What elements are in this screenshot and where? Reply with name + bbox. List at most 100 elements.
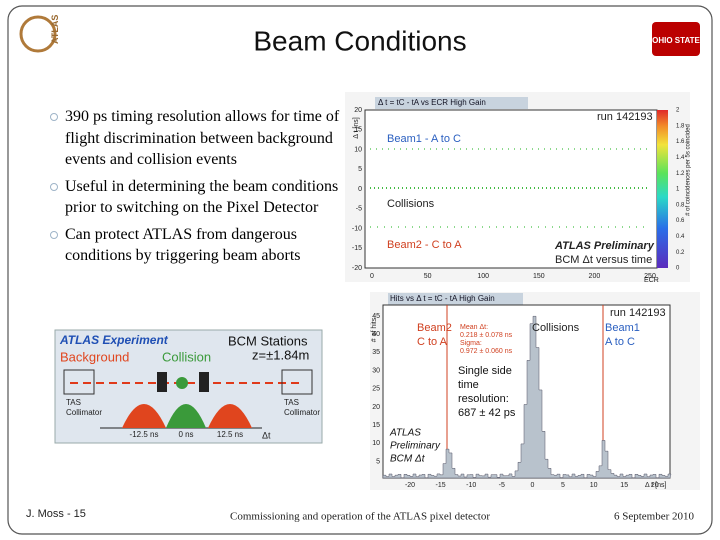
y-tick-label: 45 — [372, 313, 380, 320]
plot-label: Collisions — [387, 198, 435, 210]
y-tick-label: 35 — [372, 349, 380, 356]
y-tick-label: 15 — [354, 127, 362, 134]
diagram-label: Collision — [162, 349, 211, 364]
plot-label: Collisions — [532, 322, 580, 334]
diagram-label: Background — [60, 349, 129, 364]
bullet: Useful in determining the beam condition… — [48, 176, 340, 219]
y-tick-label: 0 — [358, 186, 362, 193]
slide-border — [7, 5, 713, 535]
x-tick-label: 15 — [620, 482, 628, 489]
x-tick-label: 5 — [561, 482, 565, 489]
z-tick-label: 1.6 — [676, 139, 685, 145]
z-tick-label: 1.2 — [676, 171, 685, 177]
axis-label: Δ t [ns] — [645, 482, 666, 489]
peak-left — [122, 404, 166, 428]
plot-label: Beam1 — [605, 322, 640, 334]
y-tick-label: 25 — [372, 386, 380, 393]
bottom-plot-title-bar — [388, 293, 523, 305]
y-tick-label: 10 — [354, 146, 362, 153]
plot-title: Δ t = tC - tA vs ECR High Gain — [378, 98, 486, 107]
x-tick-label: 0 — [530, 482, 534, 489]
plot-stat: Sigma: — [460, 340, 482, 347]
bullet-list: 390 ps timing resolution allows for time… — [48, 106, 340, 272]
plot-label: 687 ± 42 ps — [458, 407, 516, 419]
axis-label: ECR — [644, 277, 659, 284]
plot-label: BCM Δt — [390, 454, 426, 465]
footer-left: J. Moss - 15 — [26, 508, 86, 520]
plot-label: time — [458, 379, 479, 391]
osu-logo — [652, 22, 700, 56]
y-tick-label: 5 — [358, 166, 362, 173]
z-tick-label: 0.2 — [676, 250, 685, 256]
z-tick-label: 0.4 — [676, 234, 685, 240]
x-tick-label: 250 — [644, 273, 656, 280]
x-tick-label: -15 — [436, 482, 446, 489]
z-tick-label: 2 — [676, 108, 680, 114]
collision-point — [176, 377, 188, 389]
collimator-right — [281, 369, 313, 395]
x-tick-label: 20 — [651, 482, 659, 489]
footer-right: 6 September 2010 — [614, 511, 695, 523]
bullet: Can protect ATLAS from dangerous conditi… — [48, 224, 340, 267]
y-tick-label: -5 — [356, 206, 362, 213]
y-tick-label: 5 — [376, 458, 380, 465]
y-tick-label: 40 — [372, 331, 380, 338]
plot-label: Beam1 - A to C — [387, 133, 461, 145]
x-tick-label: 200 — [589, 273, 601, 280]
y-tick-label: -20 — [352, 265, 362, 272]
plot-stat: 0.972 ± 0.060 ns — [460, 348, 513, 355]
plot-label: Beam2 — [417, 322, 452, 334]
diagram-label: TAS — [66, 398, 81, 407]
y-tick-label: 20 — [372, 404, 380, 411]
z-tick-label: 0.8 — [676, 202, 685, 208]
peak-center — [166, 404, 206, 428]
diagram-label: TAS — [284, 398, 299, 407]
y-tick-label: -15 — [352, 245, 362, 252]
z-tick-label: 1.8 — [676, 123, 685, 129]
z-tick-label: 0.6 — [676, 218, 685, 224]
plot-run: run 142193 — [610, 307, 666, 319]
bullet: 390 ps timing resolution allows for time… — [48, 106, 340, 171]
plot-label: Single side — [458, 365, 512, 377]
collimator-left — [63, 369, 95, 395]
z-tick-label: 1 — [676, 187, 680, 193]
x-tick-label: -5 — [499, 482, 505, 489]
time-label: 12.5 ns — [217, 430, 243, 439]
x-tick-label: 0 — [370, 273, 374, 280]
plot-label: ATLAS Preliminary — [554, 240, 655, 252]
histogram — [382, 315, 672, 479]
axis-label: # of coincidences per 5s coincided — [686, 124, 692, 216]
atlas-logo — [19, 15, 57, 53]
y-tick-label: 20 — [354, 107, 362, 114]
plot-label: Beam2 - C to A — [387, 239, 462, 251]
plot-label: resolution: — [458, 393, 509, 405]
top-plot-title-bar — [375, 97, 528, 109]
z-tick-label: 1.4 — [676, 155, 685, 161]
bcm-station — [157, 372, 167, 392]
osu-logo-text: OHIO STATE — [652, 36, 700, 45]
atlas-logo-text: ATLAS — [50, 15, 60, 44]
time-label: -12.5 ns — [130, 430, 159, 439]
bcm-station — [199, 372, 209, 392]
plot-label: ATLAS — [389, 428, 421, 439]
plot-label: Preliminary — [390, 441, 441, 452]
footer-center: Commissioning and operation of the ATLAS… — [230, 511, 490, 523]
axis-label: # of hits — [371, 317, 378, 342]
plot-stat: 0.218 ± 0.078 ns — [460, 332, 513, 339]
time-label: 0 ns — [178, 430, 193, 439]
diagram-label: BCM Stations — [228, 333, 308, 348]
diagram-label: Collimator — [66, 408, 102, 417]
time-axis-label: Δt — [262, 430, 271, 440]
plot-run: run 142193 — [597, 111, 653, 123]
y-tick-label: 30 — [372, 367, 380, 374]
x-tick-label: -10 — [466, 482, 476, 489]
x-tick-label: 100 — [477, 273, 489, 280]
diagram-label: z=±1.84m — [252, 347, 309, 362]
plot-title: Hits vs Δ t = tC - tA High Gain — [390, 294, 495, 303]
plot-label: C to A — [417, 336, 448, 348]
x-tick-label: -20 — [405, 482, 415, 489]
diagram-label: Collimator — [284, 408, 320, 417]
y-tick-label: 10 — [372, 440, 380, 447]
